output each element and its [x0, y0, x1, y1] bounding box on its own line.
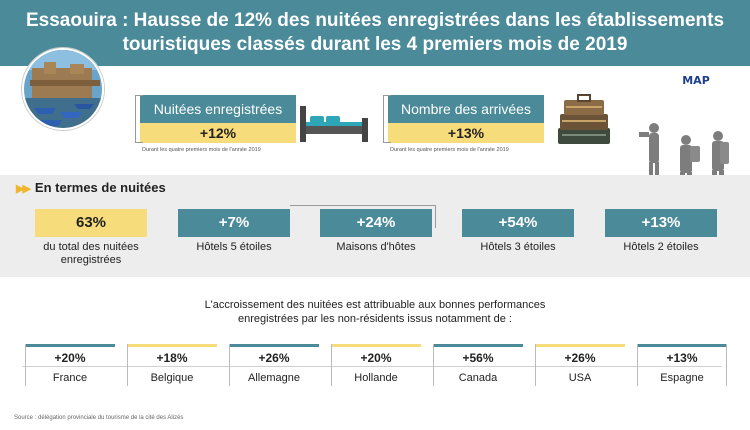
stat-arrivees: Nombre des arrivées +13% Durant les quat… [388, 95, 544, 153]
metric-label: Hôtels 5 étoiles [196, 241, 272, 253]
metric-value: +54% [462, 209, 574, 237]
metric-value: 63% [35, 209, 147, 237]
bed-icon [298, 104, 370, 151]
country-value: +26% [258, 351, 290, 365]
map-logo: MAP [680, 74, 712, 88]
stat-value: +12% [140, 123, 296, 143]
country-name: Canada [458, 372, 498, 384]
country-bar [25, 344, 115, 347]
country-bar [637, 344, 727, 347]
country-name: USA [568, 372, 592, 384]
bracket-divider [135, 95, 143, 143]
section-title-nuitees: ▶▶ En termes de nuitées [16, 180, 166, 195]
title-line-2: touristiques classés durant les 4 premie… [122, 34, 628, 55]
country-value: +18% [156, 351, 188, 365]
section-title-text: En termes de nuitées [34, 180, 166, 195]
metric-label: Hôtels 2 étoiles [623, 241, 699, 253]
country-item: +56% Canada [433, 344, 523, 386]
stat-nuitees: Nuitées enregistrées +12% Durant les qua… [140, 95, 296, 153]
country-item: +13% Espagne [637, 344, 727, 386]
country-item: +26% USA [535, 344, 625, 386]
country-bar [127, 344, 217, 347]
country-bar [229, 344, 319, 347]
countries-intro: L'accroissement des nuitées est attribua… [140, 298, 610, 326]
country-tick [25, 344, 26, 386]
metric-label: du total des nuitées enregistrées [43, 241, 139, 266]
title-banner: Essaouira : Hausse de 12% des nuitées en… [0, 0, 750, 66]
country-value: +56% [462, 351, 494, 365]
metric-value: +24% [320, 209, 432, 237]
country-tick [229, 344, 230, 386]
stat-value: +13% [388, 123, 544, 143]
country-item: +20% France [25, 344, 115, 386]
stat-note: Durant les quatre premiers mois de l'ann… [142, 147, 261, 153]
stat-note: Durant les quatre premiers mois de l'ann… [390, 147, 509, 153]
country-item: +26% Allemagne [229, 344, 319, 386]
country-bar [535, 344, 625, 347]
country-tick [433, 344, 434, 386]
essaouira-photo [22, 48, 104, 130]
metric-label: Maisons d'hôtes [336, 241, 416, 253]
country-value: +13% [666, 351, 698, 365]
country-tick [331, 344, 332, 386]
country-tick [637, 344, 638, 386]
stat-label: Nuitées enregistrées [140, 95, 296, 123]
country-item: +18% Belgique [127, 344, 217, 386]
country-name: Espagne [660, 372, 704, 384]
source-note: Source : délégation provinciale du touri… [14, 415, 184, 421]
luggage-icon [552, 92, 616, 153]
country-name: France [52, 372, 88, 384]
country-tick [535, 344, 536, 386]
bracket-divider [383, 95, 391, 143]
connector-line [435, 205, 436, 228]
intro-line-2: enregistrées par les non-résidents issus… [238, 313, 512, 325]
country-bar [433, 344, 523, 347]
metric-label: Hôtels 3 étoiles [480, 241, 556, 253]
stat-label: Nombre des arrivées [388, 95, 544, 123]
intro-line-1: L'accroissement des nuitées est attribua… [204, 299, 546, 311]
connector-line [290, 205, 436, 206]
country-name: Hollande [354, 372, 398, 384]
country-value: +20% [360, 351, 392, 365]
countries-divider [22, 366, 722, 367]
metric-value: +13% [605, 209, 717, 237]
metric-value: +7% [178, 209, 290, 237]
country-tick [726, 344, 727, 386]
country-item: +20% Hollande [331, 344, 421, 386]
country-value: +20% [54, 351, 86, 365]
country-name: Belgique [150, 372, 194, 384]
title-line-1: Essaouira : Hausse de 12% des nuitées en… [25, 10, 725, 31]
country-bar [331, 344, 421, 347]
country-name: Allemagne [248, 372, 300, 384]
country-value: +26% [564, 351, 596, 365]
country-tick [127, 344, 128, 386]
double-chevron-icon: ▶▶ [16, 183, 31, 195]
